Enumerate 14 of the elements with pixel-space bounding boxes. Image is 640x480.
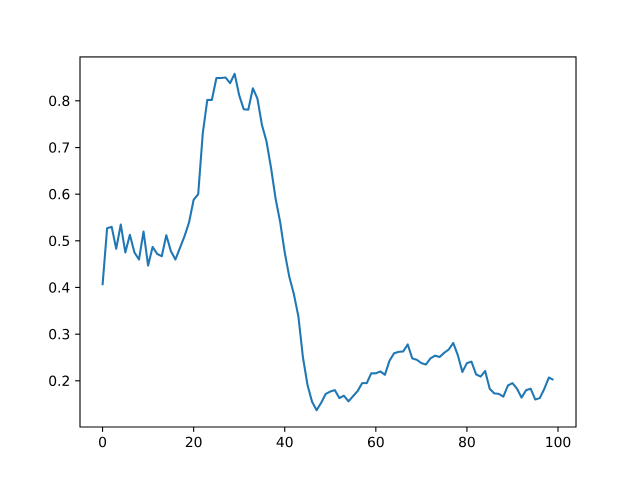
x-tick-label: 80: [459, 436, 475, 448]
x-tick-label: 40: [276, 436, 293, 448]
line-series: [102, 72, 554, 412]
x-tick-label: 0: [99, 436, 106, 448]
x-tick-label: 100: [546, 436, 570, 448]
y-tick-label: 0.8: [49, 96, 70, 106]
y-tick-label: 0.4: [49, 282, 70, 293]
y-tick-label: 0.5: [49, 236, 70, 246]
x-tick-label: 20: [186, 436, 202, 448]
y-tick-label: 0.6: [49, 188, 70, 200]
y-tick-label: 0.3: [49, 328, 70, 340]
x-tick-label: 60: [368, 436, 384, 448]
y-tick-label: 0.2: [49, 376, 69, 386]
y-tick-label: 0.7: [49, 142, 70, 153]
